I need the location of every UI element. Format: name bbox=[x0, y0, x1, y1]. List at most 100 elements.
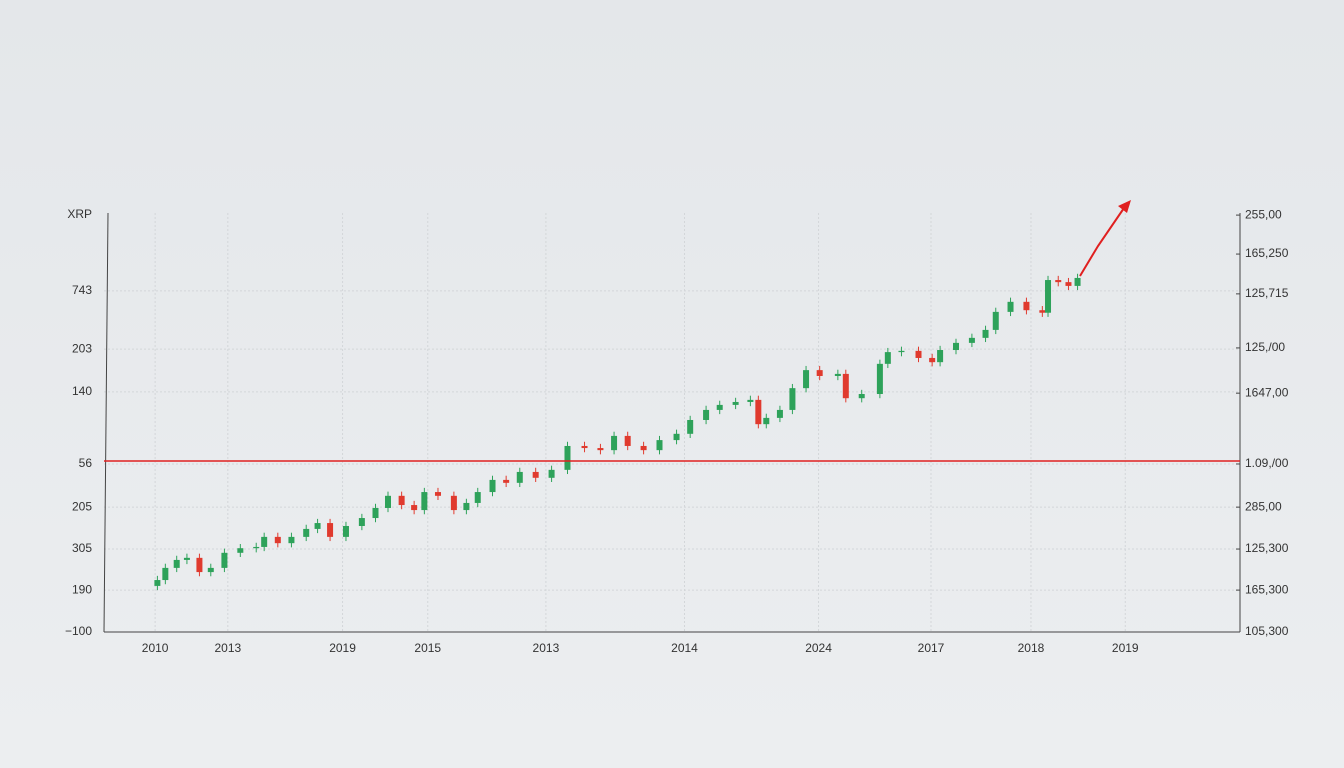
y-tick-label: 56 bbox=[79, 456, 93, 470]
candles bbox=[154, 273, 1081, 591]
candle-body bbox=[221, 552, 228, 568]
candle-body bbox=[196, 557, 203, 573]
trend-arrow bbox=[1079, 207, 1125, 277]
y-tick-label: 190 bbox=[72, 582, 92, 596]
candle-body bbox=[503, 479, 510, 483]
candle-body bbox=[288, 536, 295, 544]
y-axis-label: XRP bbox=[67, 207, 92, 221]
candle-body bbox=[1065, 282, 1072, 286]
candle-body bbox=[763, 417, 770, 425]
candle-body bbox=[953, 342, 959, 351]
x-tick-label: 2019 bbox=[1112, 641, 1139, 655]
y2-tick-label: 125,715 bbox=[1245, 286, 1289, 300]
x-tick-label: 2019 bbox=[329, 641, 356, 655]
y2-tick-label: 165,250 bbox=[1245, 246, 1289, 260]
candle-body bbox=[747, 399, 754, 402]
candle-body bbox=[489, 479, 496, 493]
y2-tick-label: 1647,00 bbox=[1245, 385, 1289, 399]
y2-tick-label: 105,300 bbox=[1245, 624, 1289, 638]
candle-body bbox=[858, 394, 865, 399]
y2-tick-label: 125,/00 bbox=[1245, 340, 1285, 354]
candle-body bbox=[816, 370, 823, 376]
y2-tick-label: 255,00 bbox=[1245, 207, 1282, 221]
candle-body bbox=[154, 580, 161, 586]
y-axis bbox=[103, 212, 109, 633]
candle-body bbox=[597, 448, 604, 451]
candle-body bbox=[716, 404, 723, 410]
candle-body bbox=[687, 419, 694, 434]
candle-body bbox=[434, 492, 441, 496]
candle-body bbox=[327, 523, 334, 537]
candle-body bbox=[463, 502, 470, 511]
candle-body bbox=[581, 445, 588, 449]
grid bbox=[104, 213, 1240, 633]
candle-body bbox=[261, 536, 268, 547]
x-tick-label: 2013 bbox=[214, 641, 241, 655]
candle-body bbox=[803, 370, 810, 389]
candle-body bbox=[656, 440, 663, 451]
y-tick-label: 743 bbox=[72, 283, 92, 297]
x-tick-label: 2024 bbox=[805, 641, 832, 655]
candle-body bbox=[162, 567, 169, 581]
candle-body bbox=[1045, 280, 1052, 313]
candle-body bbox=[789, 388, 796, 410]
candle-body bbox=[898, 350, 905, 353]
candle-body bbox=[385, 495, 391, 508]
candle-body bbox=[1007, 301, 1014, 312]
candle-body bbox=[411, 505, 418, 511]
candle-body bbox=[611, 435, 618, 451]
candle-body bbox=[237, 548, 244, 553]
candle-body bbox=[1074, 277, 1081, 286]
candle-body bbox=[253, 546, 260, 549]
candle-body bbox=[421, 492, 428, 511]
candle-body bbox=[968, 337, 975, 343]
candle-body bbox=[372, 507, 379, 519]
candle-body bbox=[842, 373, 849, 399]
x-tick-label: 2014 bbox=[671, 641, 698, 655]
candle-body bbox=[929, 357, 936, 363]
candle-body bbox=[516, 471, 523, 483]
x-tick-label: 2013 bbox=[533, 641, 560, 655]
candle-body bbox=[207, 567, 214, 573]
x-tick-label: 2015 bbox=[414, 641, 441, 655]
candle-body bbox=[624, 435, 631, 446]
y-tick-label: 140 bbox=[72, 384, 92, 398]
arrow-head bbox=[1118, 200, 1131, 213]
x-tick-label: 2010 bbox=[142, 641, 169, 655]
candle-body bbox=[398, 495, 405, 506]
candle-body bbox=[732, 401, 739, 405]
candle-body bbox=[937, 350, 944, 363]
candle-body bbox=[358, 518, 365, 526]
candle-body bbox=[1055, 280, 1062, 283]
candle-body bbox=[532, 471, 539, 478]
candle-body bbox=[1039, 310, 1046, 313]
y-tick-label: 205 bbox=[72, 499, 92, 513]
x-tick-label: 2017 bbox=[918, 641, 945, 655]
candle-body bbox=[982, 329, 989, 338]
candle-body bbox=[992, 311, 999, 330]
candle-body bbox=[884, 352, 891, 364]
candle-body bbox=[274, 536, 281, 544]
y2-tick-label: 1.09,/00 bbox=[1245, 456, 1289, 470]
candle-body bbox=[915, 350, 922, 358]
candle-body bbox=[548, 469, 555, 478]
y2-tick-label: 285,00 bbox=[1245, 499, 1282, 513]
x-tick-label: 2018 bbox=[1018, 641, 1045, 655]
candle-body bbox=[640, 445, 647, 451]
candle-body bbox=[1023, 301, 1030, 311]
y-tick-label: 203 bbox=[72, 341, 92, 355]
candle-body bbox=[834, 373, 841, 376]
candle-body bbox=[776, 409, 783, 418]
candle-body bbox=[173, 559, 180, 568]
y-tick-label: 305 bbox=[72, 541, 92, 555]
y-tick-label: −100 bbox=[65, 624, 92, 638]
candle-body bbox=[342, 525, 349, 537]
candle-body bbox=[303, 528, 310, 537]
candle-body bbox=[703, 409, 710, 420]
y2-tick-label: 125,300 bbox=[1245, 541, 1289, 555]
candle-body bbox=[450, 495, 457, 511]
candle-body bbox=[474, 492, 481, 503]
candle-body bbox=[183, 557, 190, 560]
